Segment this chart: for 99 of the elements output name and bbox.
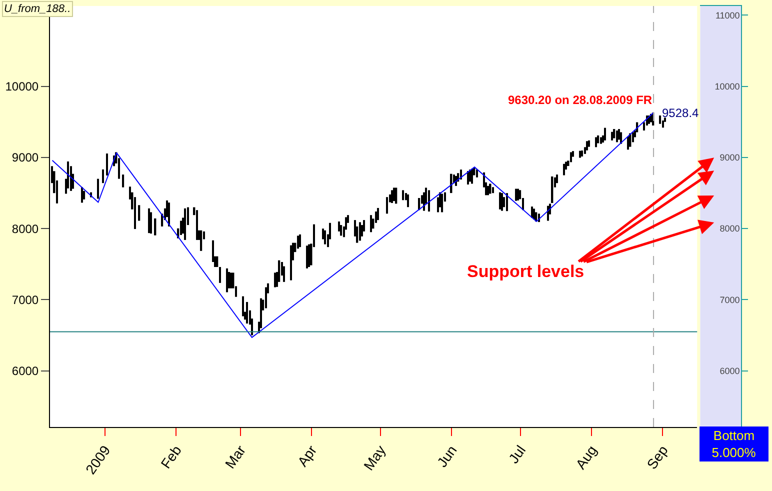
- bar: [340, 225, 342, 236]
- y-tick-label: 6000: [12, 364, 39, 378]
- bar: [595, 137, 597, 148]
- bar: [228, 272, 230, 288]
- bar: [148, 208, 150, 234]
- x-tick-label: Apr: [294, 442, 320, 470]
- text: Bottom: [713, 428, 755, 443]
- text: 5.000%: [712, 445, 756, 460]
- x-tick-label: Jul: [505, 442, 529, 466]
- line-series: [52, 112, 654, 338]
- bar: [531, 206, 533, 218]
- bar: [265, 287, 267, 308]
- bar: [81, 187, 83, 203]
- bar: [487, 186, 489, 196]
- bar: [242, 296, 244, 316]
- bar: [97, 178, 99, 199]
- y-tick-label: 7000: [12, 292, 39, 307]
- x-tick-label: Sep: [644, 442, 672, 472]
- bar: [138, 205, 140, 221]
- annotation: Support levels: [467, 262, 584, 281]
- bar: [200, 230, 202, 251]
- bar: [517, 188, 519, 200]
- bar: [613, 129, 616, 138]
- y2-tick-label: 8000: [720, 224, 740, 234]
- bar: [506, 193, 508, 212]
- bar: [122, 174, 124, 188]
- bar: [283, 266, 285, 282]
- bar: [547, 206, 549, 221]
- bar: [102, 169, 104, 184]
- y-tick-label: 8000: [12, 222, 39, 236]
- bar: [180, 220, 182, 235]
- bar: [533, 208, 535, 220]
- bar: [604, 128, 606, 140]
- bar: [226, 268, 228, 292]
- bar: [588, 140, 590, 147]
- bar: [393, 188, 395, 202]
- bar: [627, 136, 629, 150]
- x-tick-label: Aug: [572, 442, 600, 472]
- bar: [586, 141, 588, 150]
- bar: [407, 194, 409, 208]
- y2-tick-label: 6000: [720, 366, 740, 376]
- bar: [492, 187, 494, 194]
- y-tick-label: 10000: [5, 80, 39, 94]
- x-tick-label: Mar: [222, 442, 249, 472]
- bar: [467, 170, 469, 184]
- bar: [219, 266, 221, 283]
- bar: [616, 130, 618, 142]
- y2-tick-label: 10000: [714, 82, 740, 92]
- bar: [246, 302, 248, 324]
- annotation: 9528.4: [662, 106, 700, 120]
- bar: [290, 245, 292, 280]
- bar: [503, 197, 505, 208]
- bar: [386, 197, 388, 214]
- bar: [338, 221, 340, 232]
- bar: [106, 153, 108, 176]
- bar: [489, 184, 492, 194]
- bar: [597, 135, 600, 144]
- bar: [391, 190, 393, 203]
- bar: [515, 188, 517, 201]
- bar: [611, 132, 613, 140]
- annotation: 9630.20 on 28.08.2009 FR: [508, 93, 652, 107]
- bar: [395, 188, 398, 204]
- bar: [579, 150, 581, 158]
- bar: [324, 230, 326, 244]
- bar: [377, 208, 379, 220]
- bar: [83, 190, 86, 200]
- bar: [551, 176, 554, 203]
- bar: [154, 218, 156, 236]
- bar: [168, 202, 170, 226]
- bar: [370, 215, 372, 232]
- bar: [299, 234, 301, 248]
- bar: [441, 194, 444, 212]
- x-tick-label: Feb: [157, 442, 185, 472]
- bar: [581, 150, 584, 156]
- bar: [196, 210, 198, 240]
- bar: [501, 193, 503, 211]
- bar: [556, 174, 558, 184]
- bar: [600, 137, 602, 144]
- y2-tick-label: 7000: [720, 294, 740, 305]
- y-tick-label: 9000: [12, 150, 39, 165]
- bar: [274, 272, 276, 288]
- bar: [476, 170, 478, 178]
- bar: [306, 246, 308, 268]
- bar: [216, 256, 218, 267]
- bar: [297, 236, 299, 249]
- bar: [359, 222, 361, 241]
- bar: [563, 164, 565, 176]
- chart-title: U_from_188..: [4, 3, 71, 15]
- bar: [659, 116, 662, 124]
- bar: [184, 208, 186, 240]
- bar: [150, 212, 152, 234]
- bar: [402, 190, 404, 200]
- bar: [428, 190, 430, 212]
- y2-tick-label: 11000: [715, 10, 740, 20]
- bar: [499, 192, 501, 210]
- bar: [570, 152, 572, 162]
- x-tick-label: Jun: [434, 442, 460, 470]
- y2-tick-label: 9000: [720, 152, 740, 163]
- bar: [618, 129, 620, 140]
